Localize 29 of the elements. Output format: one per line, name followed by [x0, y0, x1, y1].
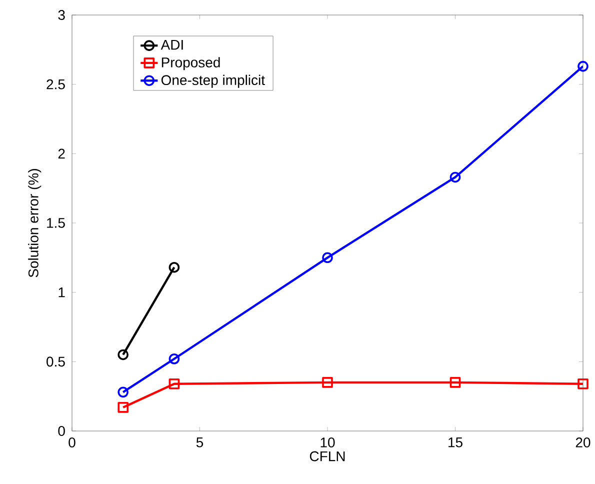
x-tick-label: 15 — [448, 438, 462, 448]
point — [118, 386, 128, 398]
point — [168, 262, 180, 273]
point — [118, 402, 128, 413]
point — [322, 377, 333, 388]
point — [168, 353, 180, 364]
point — [450, 377, 461, 388]
y-tick-label: 1 — [58, 288, 65, 298]
point — [118, 349, 128, 360]
x-tick-label: 5 — [196, 438, 204, 448]
y-tick-label: 0 — [58, 426, 65, 436]
legend-label: Proposed — [162, 57, 220, 70]
x-axis-title: CFLN — [310, 451, 345, 462]
y-tick-label: 0.5 — [46, 356, 65, 367]
point — [450, 172, 461, 183]
y-tick-label: 2.5 — [46, 79, 65, 90]
y-tick-label: 2 — [58, 148, 65, 159]
point — [322, 252, 333, 264]
point — [578, 60, 588, 72]
x-tick-label: 10 — [320, 438, 335, 448]
x-tick-label: 0 — [68, 438, 76, 448]
legend-label: One-step implicit — [161, 74, 265, 88]
legend-label: ADI — [160, 40, 183, 50]
x-tick-label: 20 — [576, 438, 590, 448]
y-tick-label: 1.5 — [47, 218, 65, 228]
point — [168, 378, 180, 390]
point — [578, 378, 588, 390]
y-tick-label: 3 — [58, 10, 65, 20]
y-axis-title: Solution error (%) — [28, 169, 42, 278]
